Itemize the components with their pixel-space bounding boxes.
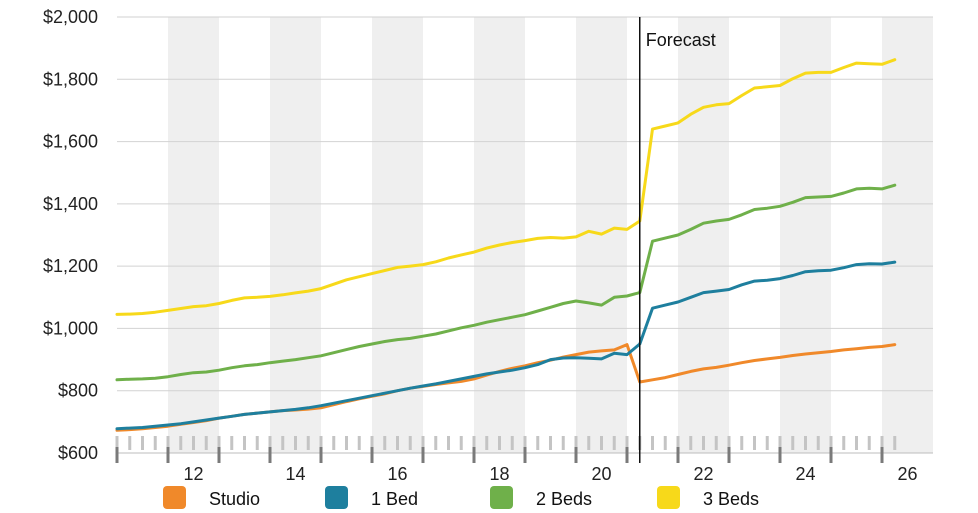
legend-swatch-3-beds (657, 486, 680, 509)
legend-label-3-beds: 3 Beds (703, 489, 759, 509)
series-line-3-beds (115, 58, 897, 316)
series-lines (115, 58, 897, 432)
y-tick-label: $1,400 (43, 194, 98, 214)
forecast-label: Forecast (646, 30, 716, 50)
y-tick-label: $1,200 (43, 256, 98, 276)
x-tick-label: 22 (693, 464, 713, 484)
grid-band (678, 17, 729, 453)
grid-band (882, 17, 933, 453)
x-tick-label: 20 (591, 464, 611, 484)
series-line-2-beds (115, 183, 897, 382)
legend-swatch-1-bed (325, 486, 348, 509)
grid-band (168, 17, 219, 453)
y-tick-label: $600 (58, 443, 98, 463)
grid-band (780, 17, 831, 453)
forecast-annotation: Forecast (639, 17, 716, 463)
legend: Studio 1 Bed 2 Beds 3 Beds (163, 486, 759, 509)
grid-band (372, 17, 423, 453)
x-axis-strip (115, 436, 933, 463)
grid-band (474, 17, 525, 453)
x-tick-label: 14 (285, 464, 305, 484)
x-tick-label: 24 (795, 464, 815, 484)
legend-swatch-studio (163, 486, 186, 509)
x-tick-label: 26 (897, 464, 917, 484)
grid-band (270, 17, 321, 453)
x-tick-label: 16 (387, 464, 407, 484)
x-tick-label: 12 (183, 464, 203, 484)
y-tick-label: $1,800 (43, 69, 98, 89)
series-line-1-bed (115, 260, 897, 431)
legend-swatch-2-beds (490, 486, 513, 509)
y-tick-label: $1,000 (43, 318, 98, 338)
y-tick-label: $2,000 (43, 7, 98, 27)
y-tick-label: $1,600 (43, 132, 98, 152)
y-tick-labels: $600 $800 $1,000 $1,200 $1,400 $1,600 $1,800 $2… (43, 7, 98, 463)
x-tick-labels: 12 14 16 18 20 22 24 26 (183, 464, 917, 484)
legend-label-1-bed: 1 Bed (371, 489, 418, 509)
alternating-bands (168, 17, 933, 453)
legend-label-2-beds: 2 Beds (536, 489, 592, 509)
x-tick-label: 18 (489, 464, 509, 484)
legend-label-studio: Studio (209, 489, 260, 509)
y-tick-label: $800 (58, 381, 98, 401)
